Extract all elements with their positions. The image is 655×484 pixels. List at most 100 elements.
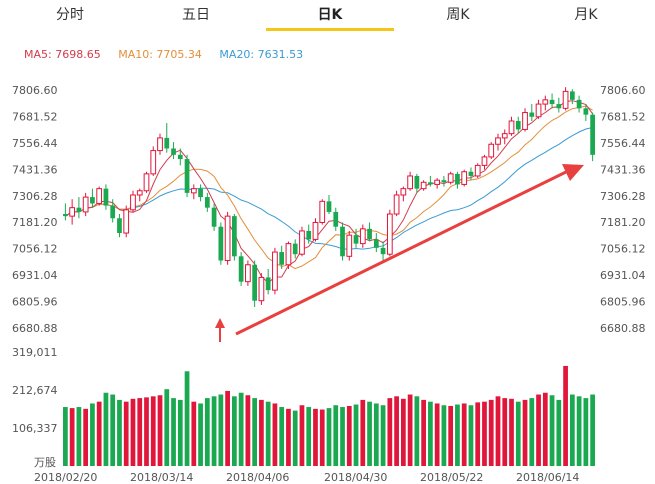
volume-bar-down xyxy=(515,401,521,466)
volume-bar-down xyxy=(252,398,258,466)
volume-unit-label: 万股 xyxy=(34,456,56,469)
volume-bar-up xyxy=(400,398,406,466)
volume-bar-up xyxy=(475,402,481,466)
volume-bar-up xyxy=(394,396,399,466)
candle-body-up xyxy=(190,188,197,194)
volume-bar-down xyxy=(265,401,271,466)
candle-body-down xyxy=(340,226,345,257)
candle-body-down xyxy=(204,197,210,208)
candle-body-up xyxy=(319,200,326,223)
candle-body-up xyxy=(542,99,549,105)
volume-bar-down xyxy=(171,398,176,466)
volume-bar-down xyxy=(292,410,298,466)
volume-bar-up xyxy=(542,392,548,466)
volume-bar-down xyxy=(177,399,183,466)
volume-bar-up xyxy=(157,395,163,466)
volume-bar-down xyxy=(76,407,82,466)
date-tick-label: 2018/03/14 xyxy=(130,471,193,484)
candle-body-down xyxy=(367,228,372,240)
candle-body-down xyxy=(238,256,244,282)
candle-body-down xyxy=(373,239,379,248)
candle-body-down xyxy=(549,99,555,105)
price-tick-label-left: 7431.36 xyxy=(12,163,58,176)
tab-five-day[interactable]: 五日 xyxy=(182,7,210,23)
candle-body-up xyxy=(386,213,393,255)
tab-monthly-k[interactable]: 月K xyxy=(574,7,598,23)
volume-bar-down xyxy=(455,404,460,466)
volume-bar-up xyxy=(482,401,487,466)
candle-body-up xyxy=(495,137,501,145)
volume-bar-up xyxy=(387,398,393,466)
volume-bar-down xyxy=(211,396,217,466)
trend-arrow-line xyxy=(235,170,567,336)
candle-body-down xyxy=(211,207,217,227)
candle-body-down xyxy=(556,104,562,109)
volume-bar-up xyxy=(360,399,366,466)
volume-bar-down xyxy=(380,405,386,466)
candle-body-down xyxy=(569,91,575,100)
candle-body-up xyxy=(157,137,163,152)
active-tab-underline xyxy=(266,28,394,31)
candle-body-down xyxy=(90,197,95,204)
tab-minute[interactable]: 分时 xyxy=(56,7,84,23)
candle-body-down xyxy=(164,137,170,149)
volume-bar-up xyxy=(96,401,102,466)
candle-body-down xyxy=(198,188,203,198)
volume-bar-up xyxy=(536,394,541,466)
trend-arrow-head xyxy=(562,164,584,181)
candle-body-up xyxy=(359,228,366,245)
date-axis: 2018/02/20 2018/03/14 2018/04/06 2018/04/30… xyxy=(34,471,579,484)
ma20-label: MA20: 7631.53 xyxy=(219,48,304,61)
volume-bar-down xyxy=(90,403,95,466)
candle-body-down xyxy=(177,154,183,160)
candle-body-down xyxy=(468,171,474,176)
candle-body-down xyxy=(590,114,595,155)
candle-body-down xyxy=(326,201,332,212)
candle-body-up xyxy=(461,171,468,185)
candle-body-down xyxy=(441,180,447,183)
candle-body-up xyxy=(346,234,353,257)
candle-body-down xyxy=(515,120,521,130)
volume-bar-down xyxy=(441,405,447,466)
volume-bar-up xyxy=(313,408,318,466)
volume-bar-down xyxy=(232,396,237,466)
ma5-label: MA5: 7698.65 xyxy=(24,48,101,61)
candle-body-up xyxy=(562,90,569,109)
volume-bar-up xyxy=(346,405,352,466)
volume-bar-up xyxy=(137,398,143,466)
volume-bar-up xyxy=(448,405,454,466)
trend-annotations xyxy=(215,164,584,342)
volume-bar-down xyxy=(184,371,190,466)
bottom-arrow-head xyxy=(215,318,225,328)
candle-body-up xyxy=(488,143,495,158)
candle-body-down xyxy=(583,108,589,115)
volume-tick-label: 212,674 xyxy=(12,384,58,397)
candle-body-down xyxy=(292,243,298,255)
price-tick-label-left: 7806.60 xyxy=(12,84,58,97)
volume-bar-down xyxy=(279,407,285,466)
candle-body-down xyxy=(171,148,176,155)
candle-body-down xyxy=(76,207,82,212)
volume-bar-up xyxy=(225,390,230,466)
ma10-line xyxy=(65,105,593,270)
price-tick-label-left: 7681.52 xyxy=(12,110,58,123)
price-tick-label-right: 7181.20 xyxy=(600,216,646,229)
volume-bar-up xyxy=(522,399,528,466)
volume-bar-down xyxy=(63,407,68,466)
candle-body-down xyxy=(103,188,109,206)
volume-bar-down xyxy=(556,399,562,466)
tab-daily-k[interactable]: 日K xyxy=(317,7,343,23)
candle-body-down xyxy=(184,159,190,193)
volume-bar-down xyxy=(367,401,372,466)
volume-bar-down xyxy=(569,394,575,466)
price-tick-label-right: 7806.60 xyxy=(600,84,646,97)
ma10-label: MA10: 7705.34 xyxy=(118,48,202,61)
candle-body-down xyxy=(117,218,122,234)
candle-body-up xyxy=(447,173,454,183)
price-tick-label-right: 7431.36 xyxy=(600,163,646,176)
tab-weekly-k[interactable]: 周K xyxy=(446,7,470,23)
candle-body-down xyxy=(353,235,359,244)
ma5-line xyxy=(65,100,594,284)
candle-body-up xyxy=(501,133,508,139)
